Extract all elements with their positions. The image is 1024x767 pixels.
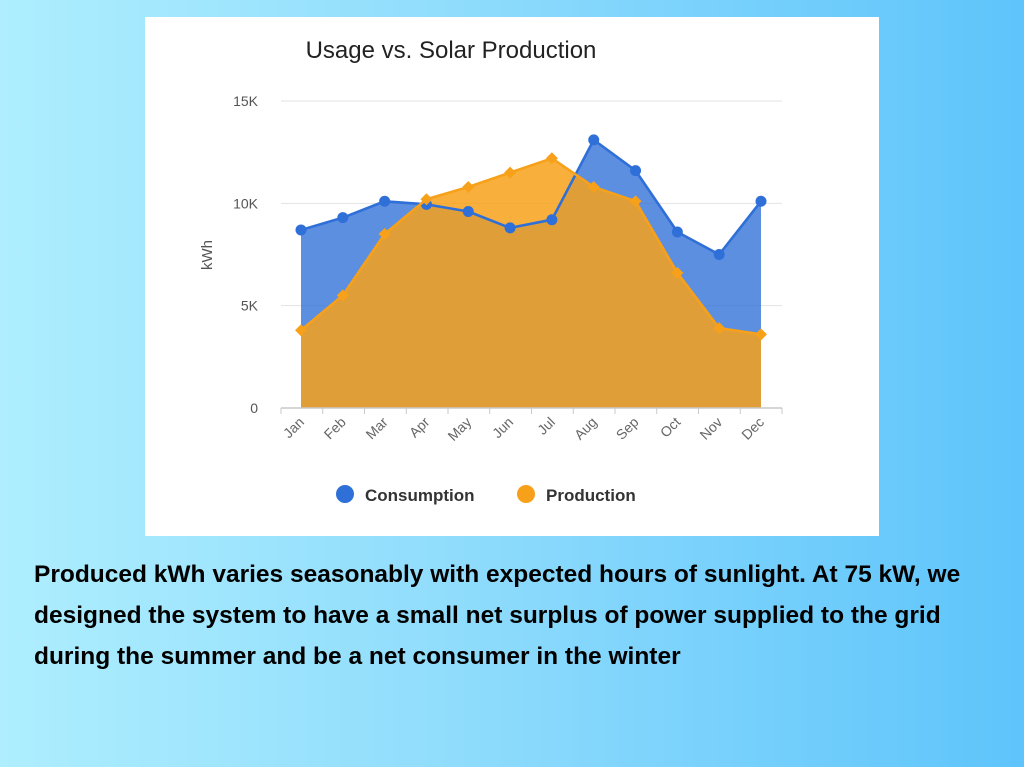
legend-label: Consumption: [365, 486, 475, 505]
point-consumption: [755, 195, 767, 207]
caption-text: Produced kWh varies seasonably with expe…: [34, 561, 961, 670]
point-consumption: [546, 214, 558, 226]
point-production: [295, 324, 307, 337]
legend-marker: [336, 485, 354, 503]
y-tick-label: 5K: [241, 298, 259, 314]
x-tick-label: Jan: [280, 414, 307, 441]
y-tick-label: 15K: [233, 93, 259, 109]
point-production: [545, 152, 558, 165]
x-tick-label: Jun: [489, 414, 516, 441]
point-production: [420, 193, 433, 206]
x-tick-label: Mar: [362, 414, 391, 443]
point-consumption: [671, 226, 683, 238]
point-production: [378, 228, 391, 241]
line-consumption: [300, 138, 763, 256]
point-production: [587, 180, 600, 193]
x-tick-label: Sep: [613, 414, 642, 443]
point-production: [713, 322, 726, 335]
point-production: [629, 195, 642, 208]
chart-title: Usage vs. Solar Production: [306, 37, 597, 64]
point-consumption: [504, 222, 516, 234]
area-chart: Usage vs. Solar Production 0 5K 10K 15K kWh Ja…: [199, 37, 783, 505]
x-tick-label: Nov: [696, 414, 725, 443]
x-tick-label: Oct: [657, 414, 684, 441]
point-consumption: [713, 249, 725, 260]
point-consumption: [588, 134, 600, 146]
chart-card: Usage vs. Solar Production 0 5K 10K 15K kWh Ja…: [145, 17, 879, 536]
point-production: [336, 289, 349, 302]
point-consumption: [379, 195, 391, 207]
x-tick-label: Feb: [321, 414, 350, 443]
point-consumption: [630, 165, 642, 177]
x-tick-label: May: [444, 414, 474, 444]
point-consumption: [295, 224, 307, 236]
legend-marker: [517, 485, 535, 503]
line-production: [300, 157, 762, 336]
y-axis-label: kWh: [199, 240, 216, 270]
point-production: [755, 328, 767, 341]
x-tick-label: Dec: [738, 414, 767, 443]
point-consumption: [337, 212, 349, 224]
point-production: [462, 180, 475, 193]
legend-label: Production: [546, 486, 636, 505]
x-tick-label: Jul: [534, 414, 558, 438]
x-tick-label: Apr: [406, 414, 433, 441]
point-consumption: [462, 206, 474, 218]
point-production: [504, 166, 517, 179]
y-tick-label: 10K: [233, 195, 259, 211]
point-production: [671, 266, 684, 279]
y-tick-label: 0: [250, 400, 258, 416]
x-tick-label: Aug: [571, 414, 600, 443]
